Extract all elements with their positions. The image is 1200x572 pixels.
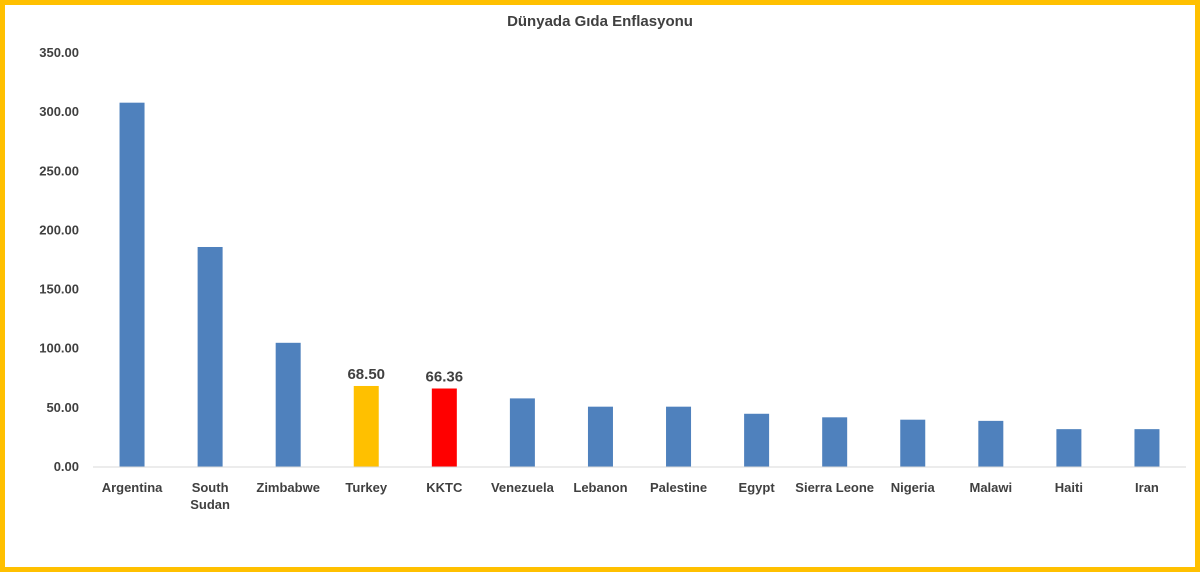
y-tick-label: 350.00 [39, 45, 79, 60]
x-tick-label: KKTC [426, 480, 463, 495]
y-tick-label: 250.00 [39, 163, 79, 178]
bar [978, 420, 1004, 467]
y-tick-label: 200.00 [39, 222, 79, 237]
x-tick-label: Turkey [345, 480, 387, 495]
x-tick-label: Sierra Leone [795, 480, 874, 495]
data-label: 68.50 [347, 366, 385, 383]
x-tick-label: Nigeria [891, 480, 936, 495]
y-tick-label: 300.00 [39, 104, 79, 119]
bar [1134, 429, 1160, 467]
chart-title: Dünyada Gıda Enflasyonu [507, 13, 693, 30]
y-tick-label: 0.00 [54, 459, 79, 474]
x-tick-label: Iran [1135, 480, 1159, 495]
data-label: 66.36 [426, 369, 464, 386]
y-tick-label: 100.00 [39, 341, 79, 356]
y-tick-label: 150.00 [39, 282, 79, 297]
x-tick-label: Venezuela [491, 480, 555, 495]
x-tick-label: Zimbabwe [256, 480, 320, 495]
bar [900, 419, 926, 467]
data-labels: 68.50 66.36 [347, 366, 463, 386]
x-tick-label: South Sudan [190, 480, 230, 512]
x-tick-label: Lebanon [573, 480, 627, 495]
bars [119, 102, 1160, 468]
bar [431, 388, 457, 467]
bar [119, 102, 145, 468]
x-tick-label: Egypt [739, 480, 776, 495]
bar [197, 246, 223, 467]
bar [275, 342, 301, 467]
x-tick-label: Argentina [102, 480, 163, 495]
bar [509, 398, 535, 467]
bar [666, 406, 692, 467]
bar [822, 417, 848, 467]
y-axis-ticks: 0.00 50.00 100.00 150.00 200.00 250.00 300.00 3… [39, 45, 79, 474]
bar [744, 413, 770, 467]
x-tick-label: Haiti [1055, 480, 1083, 495]
bar [1056, 429, 1082, 467]
bar [353, 385, 379, 467]
x-tick-label: Malawi [970, 480, 1013, 495]
x-tick-label: Palestine [650, 480, 707, 495]
bar [587, 406, 613, 467]
y-tick-label: 50.00 [46, 400, 79, 415]
x-axis-labels: Argentina South Sudan Zimbabwe Turkey KKTC Ven… [102, 480, 1159, 512]
